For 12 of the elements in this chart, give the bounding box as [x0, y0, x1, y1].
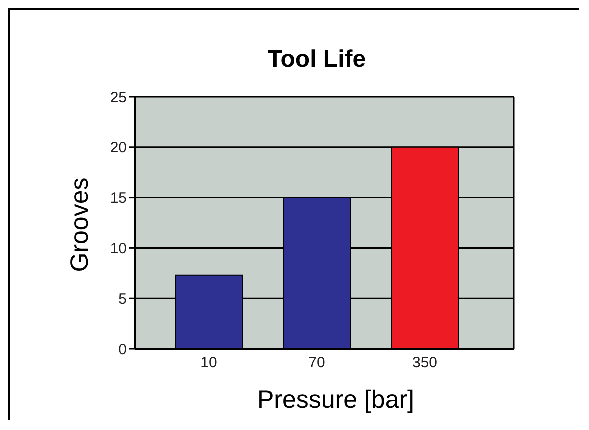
x-tick-label: 350 [412, 354, 438, 372]
x-tick-label: 10 [200, 354, 218, 372]
y-tick-label: 10 [110, 240, 127, 258]
x-tick-label: 70 [308, 354, 326, 372]
y-tick-label: 0 [118, 341, 127, 358]
y-tick-label: 25 [110, 89, 127, 106]
chart-title: Tool Life [266, 45, 368, 75]
y-tick-label: 5 [118, 290, 127, 308]
x-axis-title: Pressure [bar] [256, 385, 416, 415]
y-tick-label: 20 [110, 140, 127, 157]
y-tick-label: 15 [110, 190, 127, 208]
y-axis-title: Grooves [65, 176, 95, 274]
